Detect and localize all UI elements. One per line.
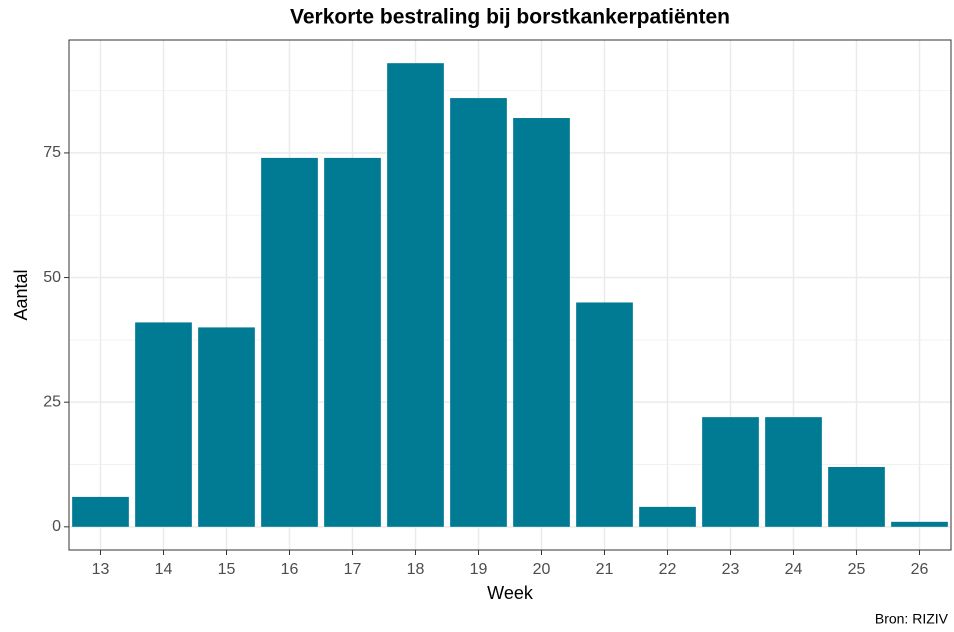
x-tick-label: 23 — [722, 561, 740, 578]
bar — [639, 506, 696, 527]
bar — [324, 157, 381, 527]
x-axis-title: Week — [487, 583, 534, 603]
y-axis-title: Aantal — [11, 269, 31, 320]
caption: Bron: RIZIV — [875, 611, 949, 627]
x-tick-label: 15 — [218, 561, 236, 578]
y-tick-label: 75 — [43, 144, 61, 161]
bar — [828, 466, 885, 527]
y-tick-label: 25 — [43, 393, 61, 410]
bar — [891, 521, 948, 527]
y-tick-label: 50 — [43, 269, 61, 286]
x-tick-label: 18 — [407, 561, 425, 578]
bar — [72, 496, 129, 527]
x-tick-label: 13 — [92, 561, 110, 578]
y-tick-label: 0 — [52, 518, 61, 535]
x-tick-label: 16 — [281, 561, 299, 578]
x-tick-label: 26 — [911, 561, 929, 578]
chart-title: Verkorte bestraling bij borstkankerpatië… — [290, 6, 730, 29]
bar — [513, 118, 570, 527]
x-tick-label: 20 — [533, 561, 551, 578]
x-tick-label: 14 — [155, 561, 173, 578]
bar — [198, 327, 255, 527]
bar — [450, 98, 507, 527]
x-tick-label: 21 — [596, 561, 614, 578]
x-tick-label: 24 — [785, 561, 803, 578]
bar — [765, 417, 822, 527]
x-tick-label: 19 — [470, 561, 488, 578]
bar — [702, 417, 759, 527]
bar — [135, 322, 192, 527]
bar — [261, 157, 318, 527]
bar — [576, 302, 633, 527]
x-tick-label: 22 — [659, 561, 677, 578]
bar — [387, 63, 444, 527]
plot-border — [68, 39, 952, 551]
x-tick-label: 17 — [344, 561, 362, 578]
x-tick-label: 25 — [848, 561, 866, 578]
